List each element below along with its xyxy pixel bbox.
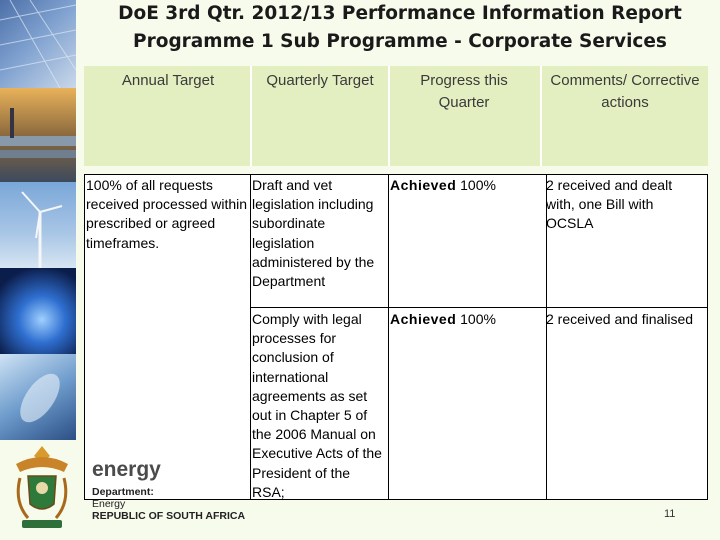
department-name: Energy: [92, 498, 126, 510]
left-photo-strip: [0, 0, 77, 440]
table-border: [84, 174, 708, 175]
column-separator: [250, 174, 251, 500]
table-border: [707, 174, 708, 500]
table-header-band: [84, 66, 708, 166]
page-title: DoE 3rd Qtr. 2012/13 Performance Informa…: [80, 0, 720, 56]
department-label: Department: Energy REPUBLIC OF SOUTH AFR…: [92, 486, 245, 522]
title-line-1: DoE 3rd Qtr. 2012/13 Performance Informa…: [118, 3, 682, 24]
table-body: [84, 174, 708, 500]
header-separator: [388, 66, 390, 166]
table-border: [84, 499, 708, 500]
table-border: [84, 174, 85, 500]
header-separator: [250, 66, 252, 166]
column-separator: [388, 174, 389, 500]
gas-flame-image: [0, 268, 76, 354]
header-separator: [540, 66, 542, 166]
coat-of-arms-logo: [6, 442, 78, 534]
progress-value: 100%: [460, 177, 496, 193]
progress-cell-2: Achieved 100%: [390, 310, 544, 329]
solar-panel-image: [0, 0, 77, 89]
progress-status: Achieved: [390, 177, 457, 193]
column-separator: [546, 174, 547, 500]
country-line: REPUBLIC OF SOUTH AFRICA: [92, 510, 246, 522]
column-header-progress: Progress this Quarter: [420, 72, 508, 111]
row-separator: [250, 307, 708, 308]
column-header-quarterly-target: Quarterly Target: [266, 72, 374, 89]
title-line-2: Programme 1 Sub Programme - Corporate Se…: [133, 31, 667, 52]
quarterly-target-cell-1: Draft and vet legislation including subo…: [252, 177, 375, 290]
department-line: Department:: [92, 486, 154, 498]
column-header-annual-target: Annual Target: [121, 72, 215, 89]
page-number: 11: [664, 508, 676, 520]
annual-target-cell: 100% of all requests received processed …: [86, 177, 248, 251]
progress-status: Achieved: [390, 311, 457, 327]
comments-cell-2: 2 received and finalised: [546, 311, 694, 327]
progress-cell-1: Achieved 100%: [390, 176, 544, 195]
column-header-comments: Comments/ Corrective actions: [550, 72, 700, 111]
wind-turbine-image: [0, 182, 76, 268]
progress-value: 100%: [460, 311, 496, 327]
energy-brand-text: energy: [92, 458, 161, 481]
light-bulb-image: [0, 354, 76, 440]
pipeline-image: [0, 88, 76, 182]
quarterly-target-cell-2: Comply with legal processes for conclusi…: [252, 311, 382, 500]
comments-cell-1: 2 received and dealt with, one Bill with…: [546, 177, 673, 232]
